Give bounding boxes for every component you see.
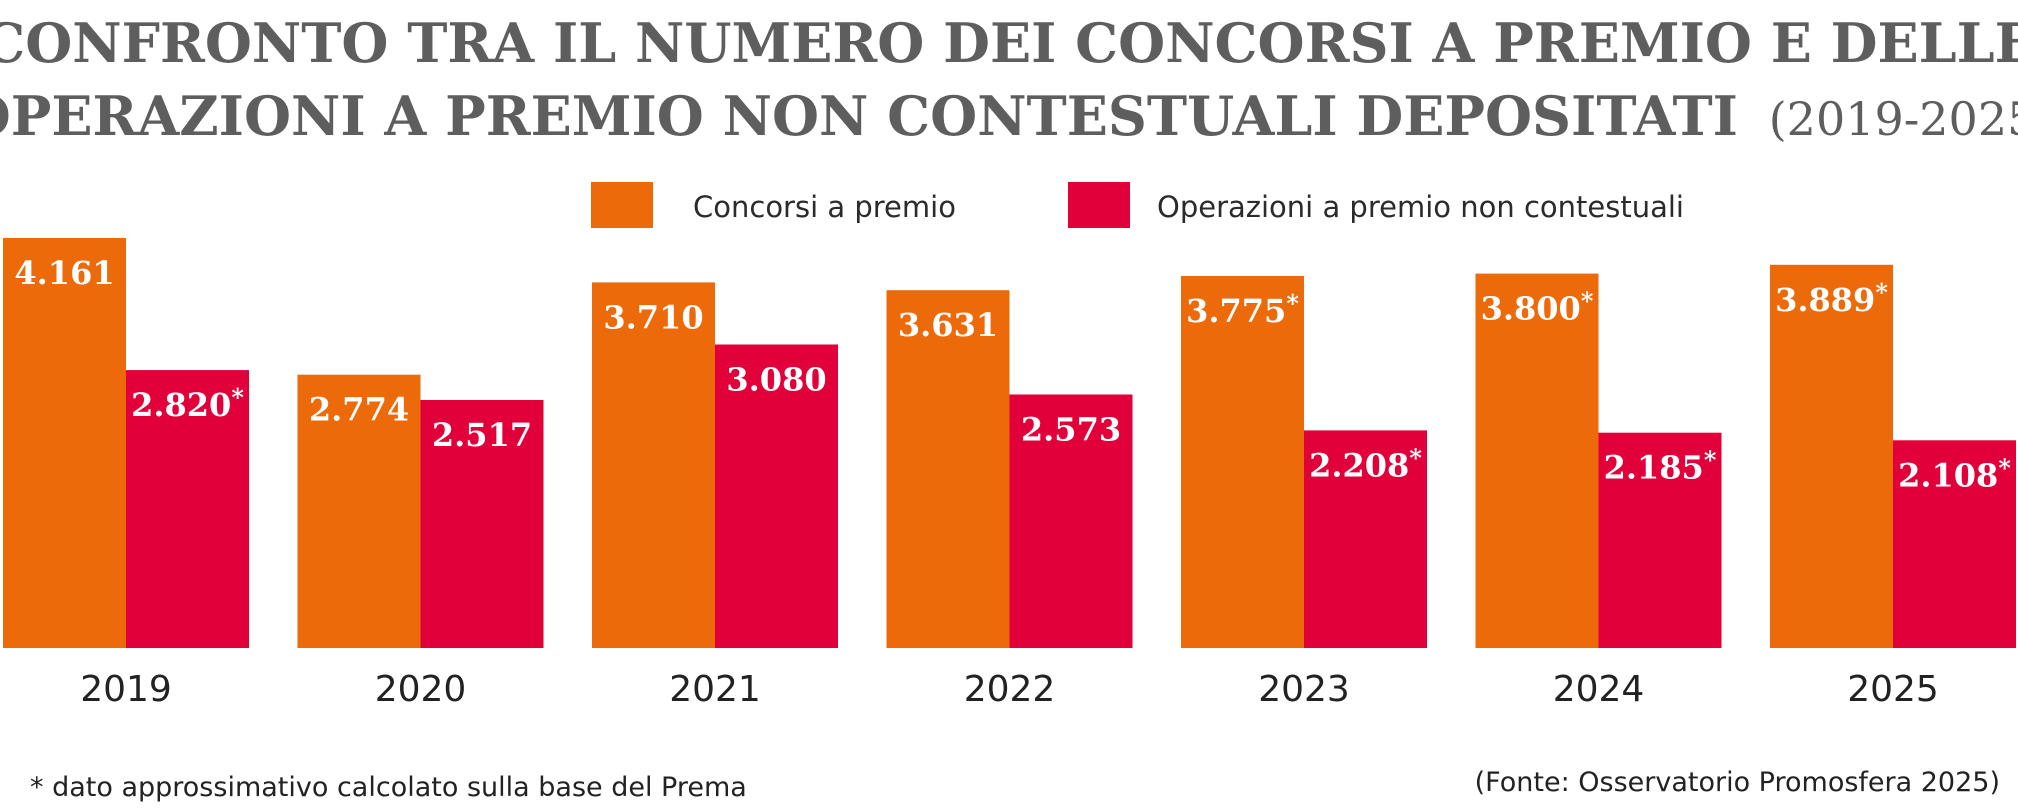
legend-swatch-concorsi [591, 182, 653, 228]
year-label-2024: 2024 [1553, 669, 1645, 710]
bar-operazioni-2024 [1598, 432, 1722, 648]
bars [3, 238, 2016, 648]
value-label-operazioni-2024: 2.185* [1604, 446, 1717, 487]
value-label-concorsi-2019: 4.161 [14, 254, 114, 292]
footnote: * dato approssimativo calcolato sulla ba… [30, 772, 747, 803]
value-label-concorsi-2024: 3.800* [1481, 287, 1594, 328]
value-label-operazioni-2020: 2.517 [432, 416, 532, 454]
bar-concorsi-2022 [886, 290, 1010, 648]
year-label-2025: 2025 [1847, 669, 1939, 710]
bar-operazioni-2019 [126, 370, 249, 648]
bar-operazioni-2023 [1304, 430, 1427, 648]
value-label-operazioni-2019: 2.820* [131, 383, 244, 424]
value-label-operazioni-2025: 2.108* [1898, 453, 2011, 494]
chart-title-line1: CONFRONTO TRA IL NUMERO DEI CONCORSI A P… [0, 11, 2018, 75]
bar-concorsi-2021 [592, 282, 715, 648]
chart-title-line2: OPERAZIONI A PREMIO NON CONTESTUALI DEPO… [0, 84, 2018, 148]
legend-swatch-operazioni [1068, 182, 1130, 228]
bar-concorsi-2023 [1181, 276, 1304, 648]
chart-title-line2-text: OPERAZIONI A PREMIO NON CONTESTUALI DEPO… [0, 84, 1738, 148]
bar-concorsi-2025 [1770, 264, 1893, 648]
bar-operazioni-2021 [715, 344, 838, 648]
value-label-operazioni-2022: 2.573 [1021, 411, 1121, 449]
value-label-concorsi-2021: 3.710 [603, 298, 703, 336]
year-label-2019: 2019 [80, 669, 172, 710]
bar-operazioni-2025 [1893, 440, 2016, 648]
year-label-2023: 2023 [1258, 669, 1350, 710]
year-label-2021: 2021 [669, 669, 761, 710]
bar-concorsi-2019 [3, 238, 126, 648]
legend-label-operazioni: Operazioni a premio non contestuali [1157, 190, 1684, 224]
value-label-concorsi-2022: 3.631 [898, 306, 998, 344]
value-label-concorsi-2023: 3.775* [1186, 289, 1299, 330]
source-note: (Fonte: Osservatorio Promosfera 2025) [1475, 767, 2000, 798]
bar-concorsi-2024 [1475, 273, 1599, 648]
year-label-2022: 2022 [964, 669, 1056, 710]
legend: Concorsi a premio Operazioni a premio no… [591, 182, 1684, 228]
legend-label-concorsi: Concorsi a premio [693, 190, 956, 224]
year-labels: 2019 2020 2021 2022 2023 2024 2025 [80, 669, 1939, 710]
bar-concorsi-2020 [297, 374, 421, 648]
bar-operazioni-2022 [1009, 394, 1133, 648]
value-label-operazioni-2021: 3.080 [726, 361, 826, 399]
value-labels: 4.161 2.820* 2.774 2.517 3.710 3.080 3.631 2.57… [14, 254, 2011, 494]
year-label-2020: 2020 [375, 669, 467, 710]
value-label-concorsi-2025: 3.889* [1775, 278, 1888, 319]
value-label-concorsi-2020: 2.774 [309, 391, 409, 429]
value-label-operazioni-2023: 2.208* [1309, 443, 1422, 484]
bar-operazioni-2020 [420, 400, 544, 648]
chart-title-years: (2019-2025) [1769, 92, 2018, 146]
